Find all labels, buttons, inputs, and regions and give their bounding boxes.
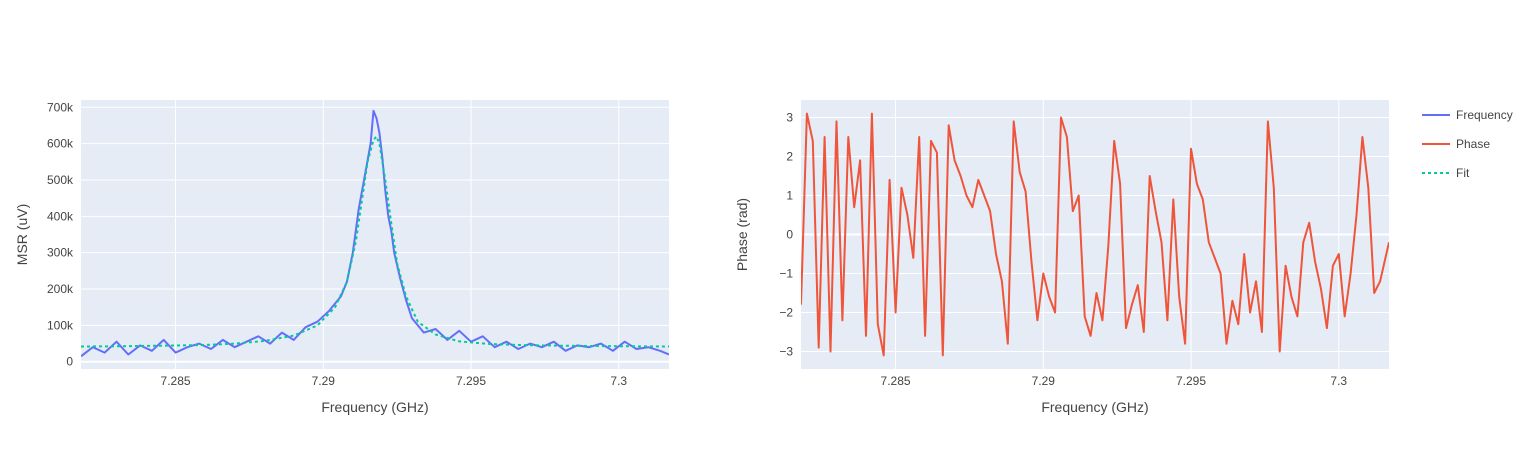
legend-item-frequency[interactable]: Frequency bbox=[1422, 108, 1513, 122]
y-tick-label: 0 bbox=[66, 355, 73, 369]
y-tick-label: −1 bbox=[779, 266, 793, 280]
legend-label: Fit bbox=[1456, 166, 1470, 180]
x-tick-label: 7.3 bbox=[610, 374, 627, 388]
series-line-frequency bbox=[81, 109, 669, 358]
msr-panel: 0 100k 200k 300k 400k 500k 600k 700k 7.285 7.29 7.… bbox=[14, 100, 669, 415]
legend-label: Phase bbox=[1456, 137, 1490, 151]
y-tick-label: 3 bbox=[786, 111, 793, 125]
x-axis-title: Frequency (GHz) bbox=[321, 399, 428, 415]
legend-item-phase[interactable]: Phase bbox=[1422, 137, 1490, 151]
series-line-phase bbox=[801, 112, 1389, 357]
plot-background bbox=[81, 100, 669, 369]
y-tick-label: −2 bbox=[779, 305, 793, 319]
y-tick-label: 600k bbox=[47, 137, 74, 151]
y-tick-label: 2 bbox=[786, 150, 793, 164]
x-tick-label: 7.295 bbox=[456, 374, 486, 388]
legend-item-fit[interactable]: Fit bbox=[1422, 166, 1470, 180]
x-tick-label: 7.295 bbox=[1176, 374, 1206, 388]
x-tick-label: 7.29 bbox=[312, 374, 336, 388]
y-tick-label: 100k bbox=[47, 318, 74, 332]
y-axis-title: MSR (uV) bbox=[14, 204, 30, 265]
y-tick-label: 500k bbox=[47, 173, 74, 187]
legend[interactable]: Frequency Phase Fit bbox=[1422, 108, 1513, 180]
x-tick-label: 7.3 bbox=[1330, 374, 1347, 388]
y-tick-label: 1 bbox=[786, 189, 793, 203]
y-tick-label: 0 bbox=[786, 228, 793, 242]
y-tick-label: 700k bbox=[47, 100, 74, 114]
phase-panel: −3 −2 −1 0 1 2 3 7.285 7.29 7.295 7.3 Frequency (GH… bbox=[734, 100, 1389, 415]
x-tick-label: 7.29 bbox=[1032, 374, 1056, 388]
y-tick-label: −3 bbox=[779, 344, 793, 358]
x-tick-label: 7.285 bbox=[161, 374, 191, 388]
y-tick-label: 400k bbox=[47, 209, 74, 223]
y-axis-title: Phase (rad) bbox=[734, 198, 750, 271]
x-tick-label: 7.285 bbox=[881, 374, 911, 388]
y-tick-label: 300k bbox=[47, 246, 74, 260]
legend-label: Frequency bbox=[1456, 108, 1513, 122]
y-tick-label: 200k bbox=[47, 282, 74, 296]
x-axis-title: Frequency (GHz) bbox=[1041, 399, 1148, 415]
